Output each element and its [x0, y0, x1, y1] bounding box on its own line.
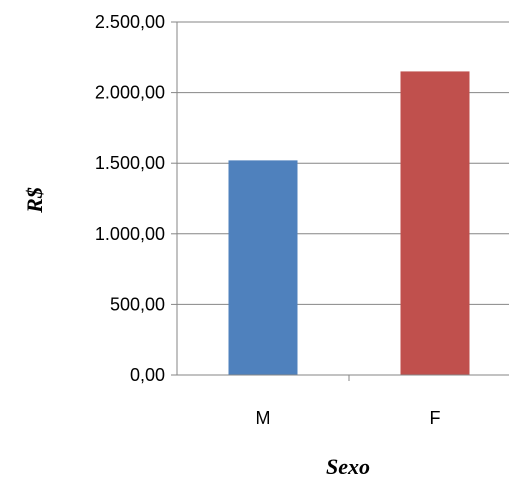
y-tick-label: 1.000,00: [95, 224, 165, 244]
y-tick-label: 500,00: [110, 294, 165, 314]
bar-f: [400, 71, 470, 376]
y-tick-label: 2.000,00: [95, 83, 165, 103]
y-tick-label: 0,00: [130, 365, 165, 385]
bars: [228, 71, 470, 376]
y-tick-label: 1.500,00: [95, 153, 165, 173]
x-tick-label: M: [256, 408, 271, 428]
x-tick-label: F: [430, 408, 441, 428]
bar-m: [228, 160, 298, 375]
y-axis-title: R$: [22, 187, 47, 214]
y-tick-label: 2.500,00: [95, 12, 165, 32]
y-tick-labels: 0,00 500,00 1.000,00 1.500,00 2.000,00 2.500,…: [95, 12, 165, 385]
axes: [171, 21, 509, 381]
x-axis-title: Sexo: [326, 454, 370, 479]
